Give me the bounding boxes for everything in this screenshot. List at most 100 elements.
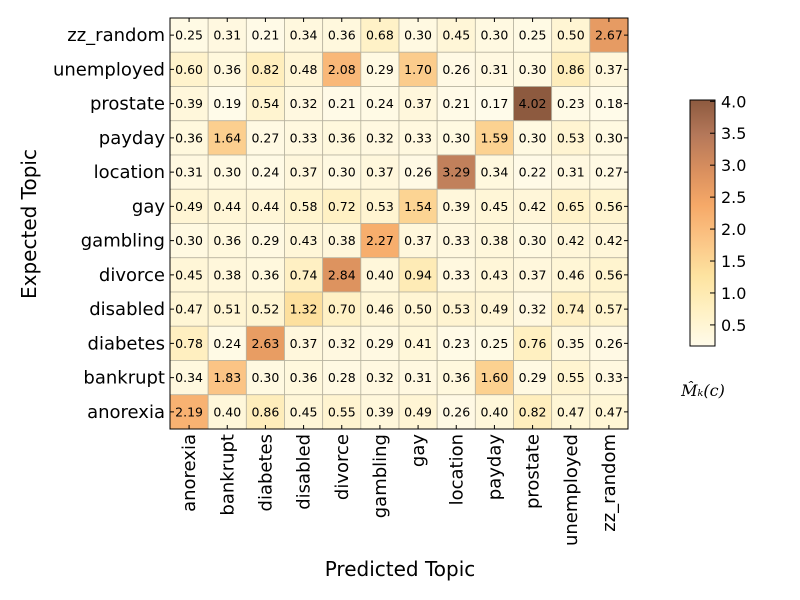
cell-value-label: 2.84 <box>328 267 356 282</box>
cell-value-label: 0.38 <box>480 233 508 248</box>
heatmap-cell <box>398 325 438 361</box>
heatmap-cell <box>360 188 400 224</box>
cell-value-label: 0.42 <box>557 233 585 248</box>
heatmap-cell <box>436 360 476 396</box>
cell-value-label: 0.21 <box>251 28 279 43</box>
heatmap-cell <box>551 360 591 396</box>
cell-value-label: 0.30 <box>519 233 547 248</box>
heatmap-cells <box>169 17 629 430</box>
x-tick-label: bankrupt <box>217 434 238 516</box>
cell-value-label: 0.27 <box>251 130 279 145</box>
cell-value-label: 0.65 <box>557 199 585 214</box>
cell-value-label: 0.24 <box>366 96 394 111</box>
cell-value-label: 0.25 <box>519 28 547 43</box>
cell-value-label: 0.21 <box>328 96 356 111</box>
cell-value-label: 0.36 <box>290 370 318 385</box>
heatmap-cell <box>474 360 514 396</box>
heatmap-cell <box>245 154 285 190</box>
cell-value-label: 0.45 <box>442 28 470 43</box>
heatmap-cell <box>398 120 438 156</box>
heatmap-cell <box>284 360 324 396</box>
heatmap-cell <box>245 394 285 430</box>
cell-value-label: 0.40 <box>213 404 241 419</box>
heatmap-cell <box>474 223 514 259</box>
heatmap-cell <box>360 51 400 87</box>
heatmap-cell <box>436 17 476 53</box>
cell-value-label: 0.23 <box>442 336 470 351</box>
cell-value-label: 0.27 <box>595 165 623 180</box>
cell-value-label: 0.30 <box>480 28 508 43</box>
cell-value-label: 0.37 <box>404 96 432 111</box>
cell-value-label: 0.94 <box>404 267 432 282</box>
cell-value-label: 0.44 <box>251 199 279 214</box>
y-tick-label: gambling <box>81 231 165 252</box>
heatmap-cell <box>551 51 591 87</box>
x-axis-label: Predicted Topic <box>325 557 476 581</box>
cell-value-label: 0.30 <box>442 130 470 145</box>
x-tick-label: zz_random <box>599 434 620 532</box>
heatmap-cell <box>398 360 438 396</box>
heatmap-cell <box>284 188 324 224</box>
x-tick-label: diabetes <box>255 434 276 511</box>
cell-value-label: 0.76 <box>519 336 547 351</box>
cell-value-label: 1.54 <box>404 199 432 214</box>
cell-value-label: 0.40 <box>480 404 508 419</box>
heatmap-cell <box>169 120 209 156</box>
cell-value-label: 0.48 <box>290 62 318 77</box>
y-tick-label: divorce <box>99 265 165 286</box>
cell-value-label: 1.32 <box>290 302 318 317</box>
y-tick-label: payday <box>99 128 166 149</box>
cell-value-label: 0.36 <box>442 370 470 385</box>
cell-value-label: 0.70 <box>328 302 356 317</box>
heatmap-cell <box>245 86 285 122</box>
heatmap-cell <box>169 223 209 259</box>
cell-value-label: 0.40 <box>366 267 394 282</box>
y-tick-label: disabled <box>89 299 165 320</box>
heatmap-cell <box>360 394 400 430</box>
y-axis-label: Expected Topic <box>17 149 41 299</box>
cell-value-label: 0.86 <box>557 62 585 77</box>
cell-value-label: 0.29 <box>519 370 547 385</box>
cell-value-label: 0.31 <box>175 165 203 180</box>
cell-value-label: 0.47 <box>557 404 585 419</box>
heatmap-cell <box>284 51 324 87</box>
cell-value-label: 0.74 <box>557 302 585 317</box>
heatmap-cell <box>551 223 591 259</box>
heatmap-cell <box>398 86 438 122</box>
heatmap-cell <box>207 154 247 190</box>
heatmap-cell <box>169 17 209 53</box>
x-tick-label: gambling <box>370 434 391 518</box>
heatmap-cell <box>245 360 285 396</box>
heatmap-cell <box>589 120 629 156</box>
x-tick-label: disabled <box>294 434 315 510</box>
cell-value-label: 0.38 <box>213 267 241 282</box>
cell-value-label: 0.31 <box>557 165 585 180</box>
cell-value-label: 0.36 <box>328 28 356 43</box>
heatmap-cell <box>245 223 285 259</box>
cell-value-label: 2.19 <box>175 404 203 419</box>
colorbar-tick-label: 1.5 <box>721 252 746 271</box>
heatmap-cell <box>398 394 438 430</box>
heatmap-cell <box>245 120 285 156</box>
cell-value-label: 2.27 <box>366 233 394 248</box>
cell-value-label: 0.31 <box>404 370 432 385</box>
heatmap-cell <box>322 325 362 361</box>
cell-value-label: 0.74 <box>290 267 318 282</box>
cell-value-label: 0.32 <box>328 336 356 351</box>
cell-value-label: 0.86 <box>251 404 279 419</box>
heatmap-cell <box>207 394 247 430</box>
heatmap-cell <box>360 120 400 156</box>
cell-value-label: 0.26 <box>595 336 623 351</box>
colorbar-tick-label: 3.0 <box>721 156 746 175</box>
heatmap-cell <box>589 360 629 396</box>
y-tick-label: anorexia <box>87 402 165 423</box>
heatmap-cell <box>513 394 553 430</box>
cell-value-label: 0.33 <box>442 233 470 248</box>
heatmap-cell <box>474 51 514 87</box>
cell-value-label: 0.60 <box>175 62 203 77</box>
cell-value-label: 0.34 <box>290 28 318 43</box>
cell-value-label: 0.42 <box>519 199 547 214</box>
cell-value-label: 0.29 <box>251 233 279 248</box>
x-tick-label: divorce <box>332 434 353 500</box>
